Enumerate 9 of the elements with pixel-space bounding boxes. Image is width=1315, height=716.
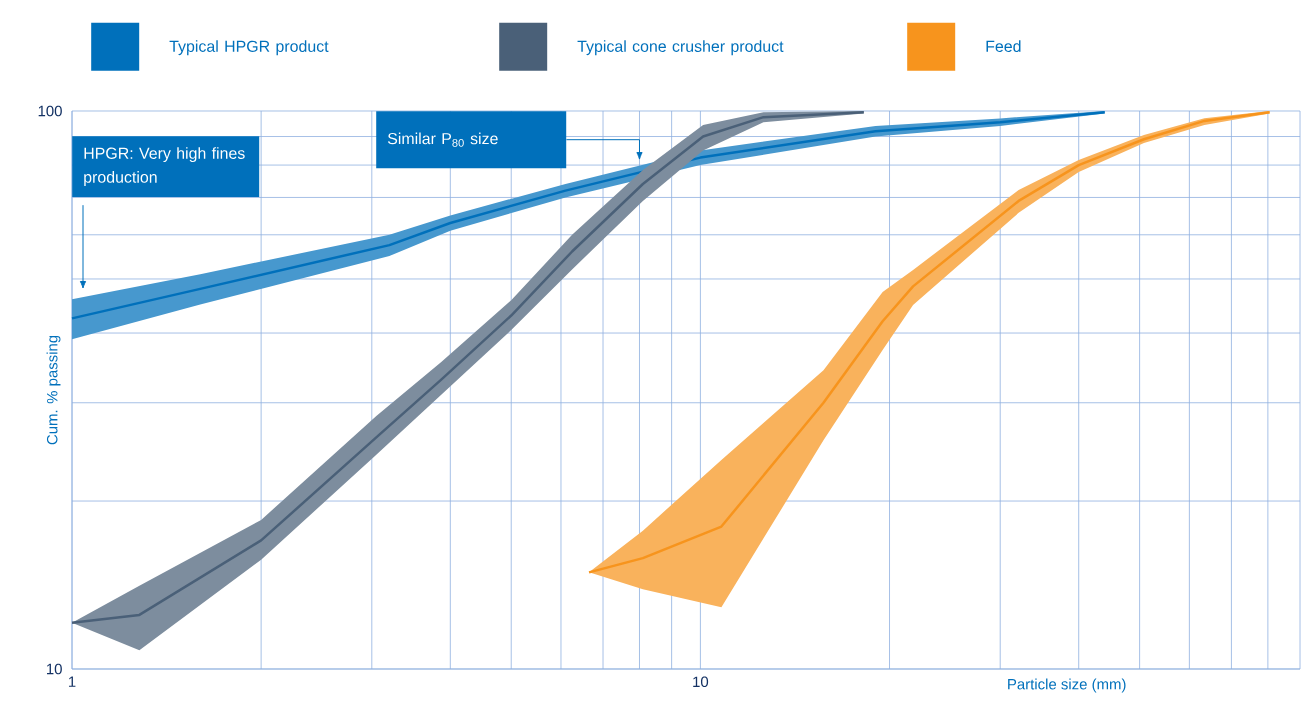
y-tick-label: 100 xyxy=(38,105,62,117)
annotation: Similar P$_{80}$ size xyxy=(387,132,498,147)
x-axis-title: Particle size (mm) xyxy=(1008,678,1126,693)
legend-label: Typical cone crusher product xyxy=(577,40,784,56)
legend-label: Typical HPGR product xyxy=(169,40,329,56)
x-tick-label: 1 xyxy=(68,676,76,687)
legend-label: Feed xyxy=(986,40,1021,52)
annotation: HPGR: Very high fines production xyxy=(84,147,245,186)
y-axis-title: Cum. % passing xyxy=(46,335,61,445)
